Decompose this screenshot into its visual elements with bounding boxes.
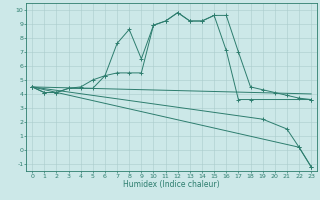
X-axis label: Humidex (Indice chaleur): Humidex (Indice chaleur): [123, 180, 220, 189]
